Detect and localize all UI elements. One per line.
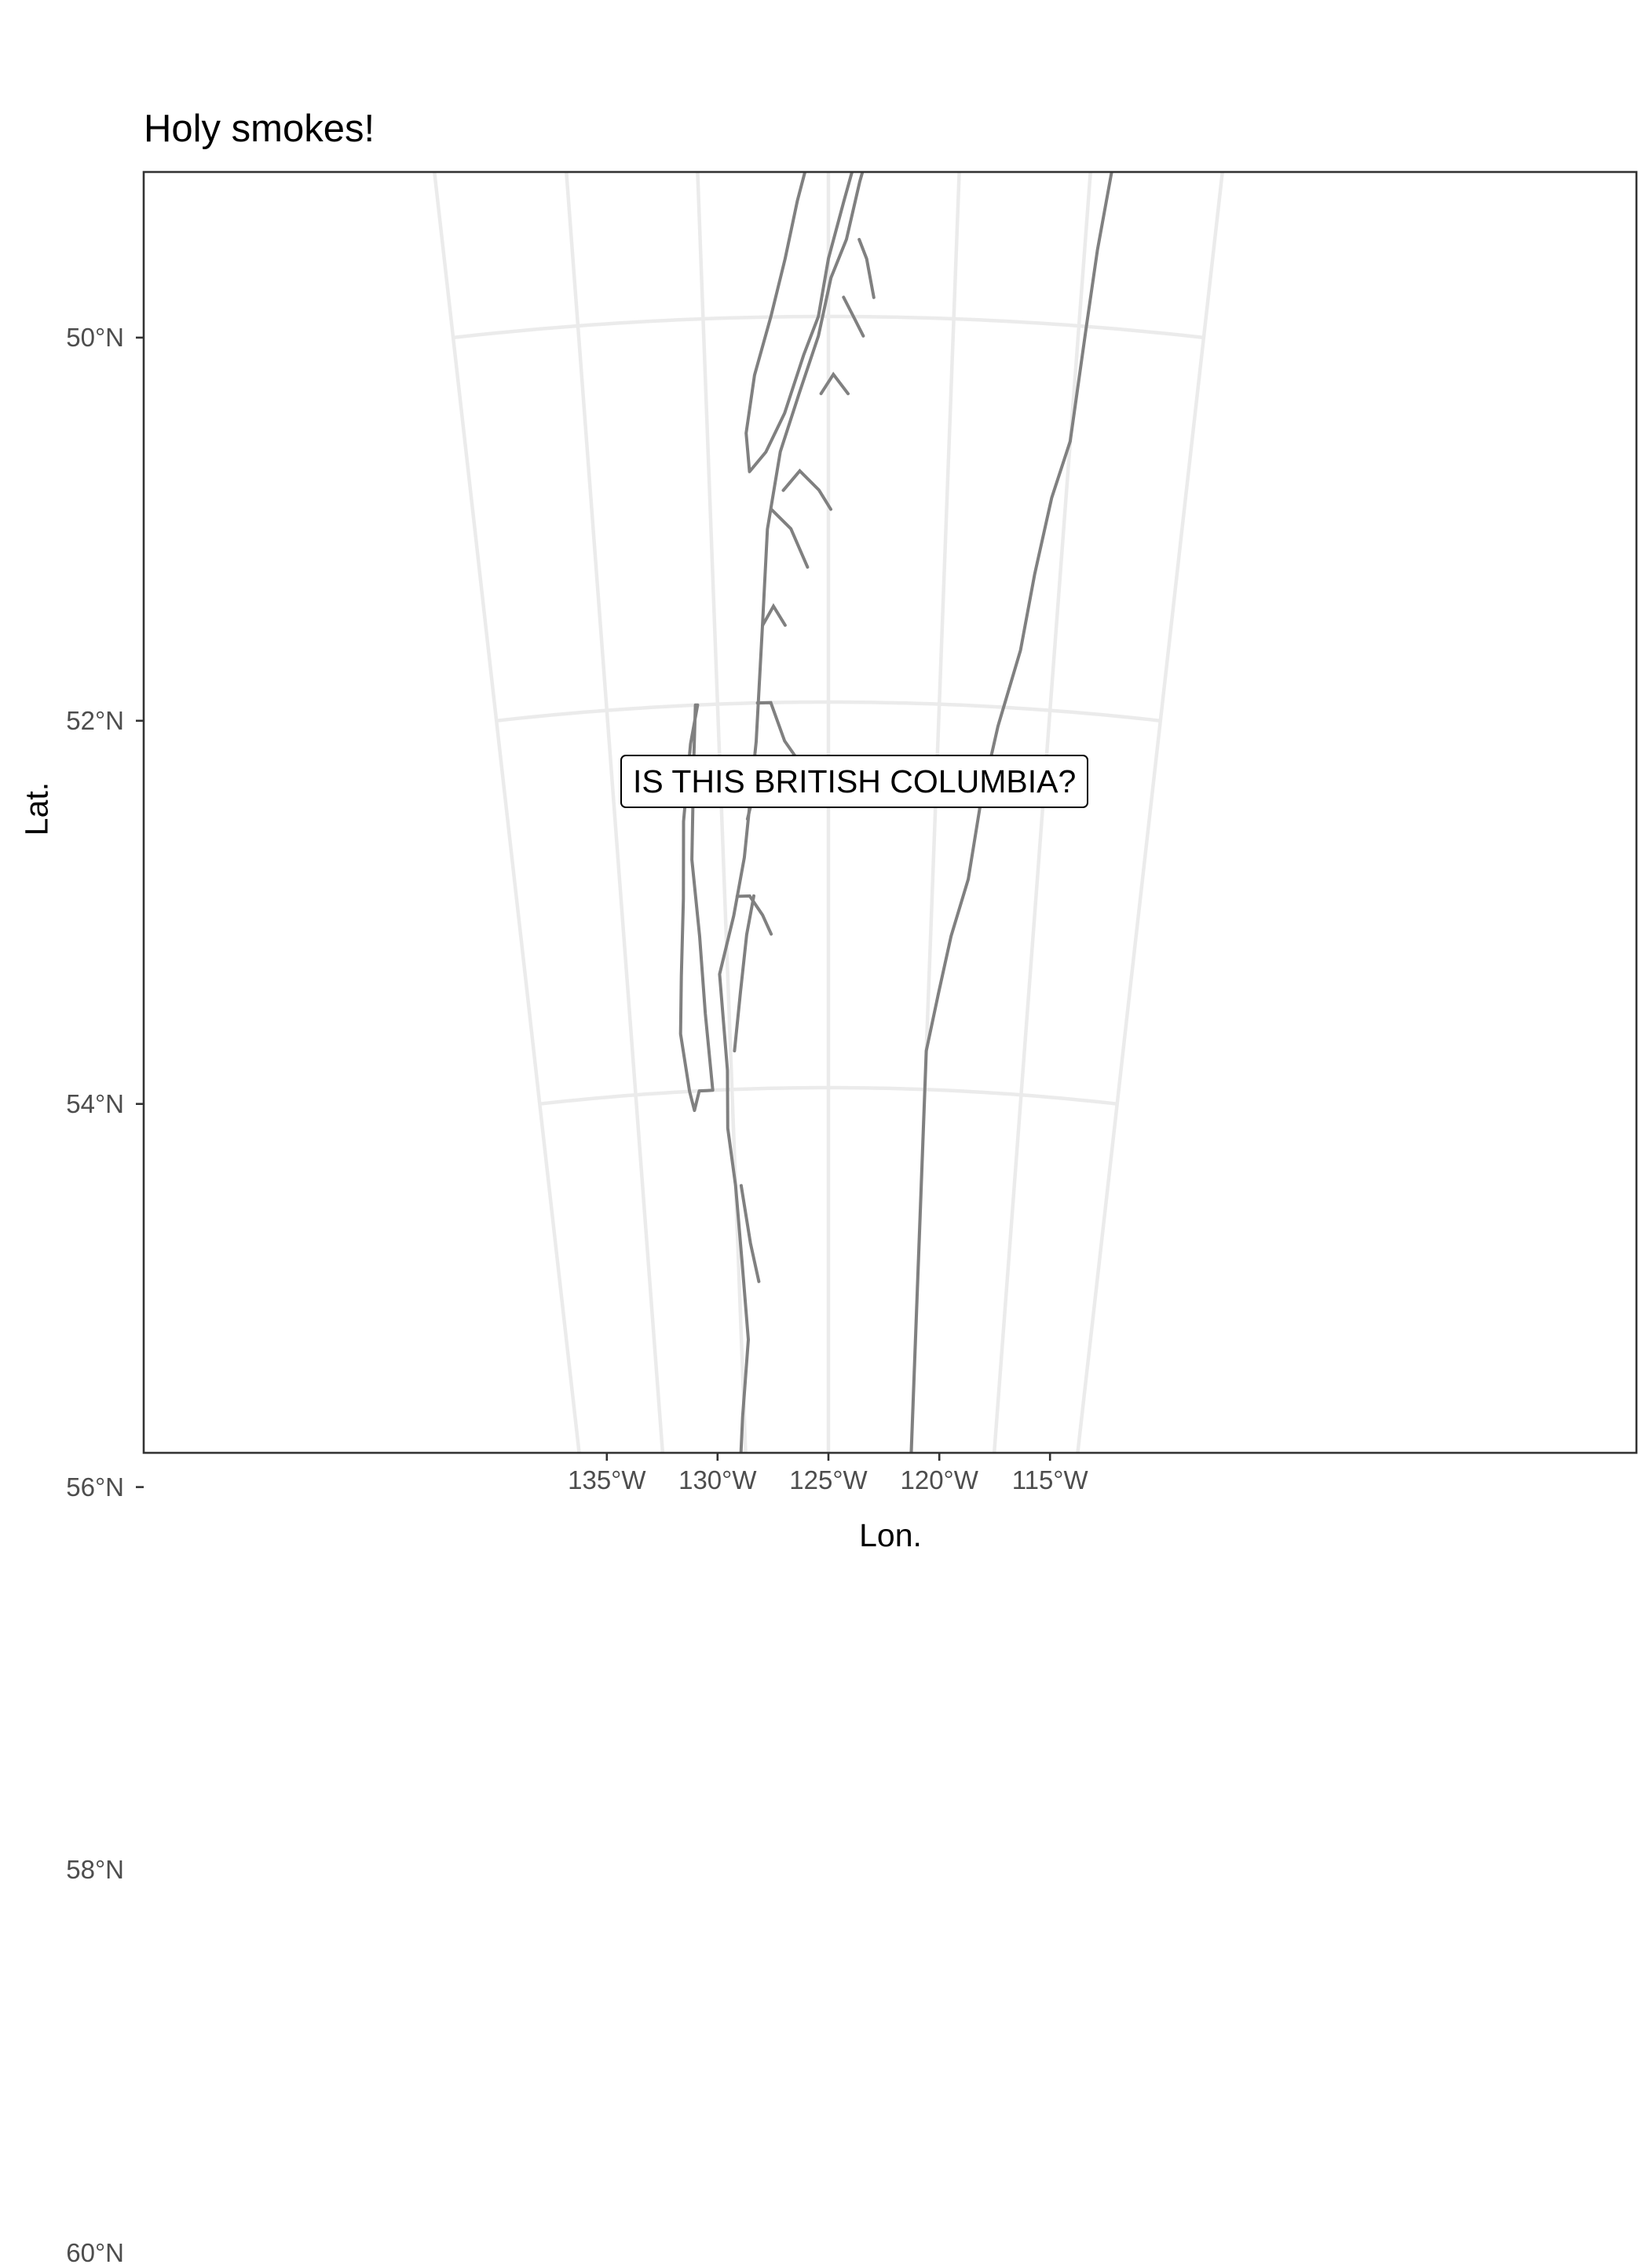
x-tick-label: 135°W	[568, 1465, 646, 1494]
x-tick-label: 115°W	[1011, 1465, 1088, 1494]
inlet-line	[739, 1183, 761, 1283]
graticule-meridian	[696, 172, 748, 1453]
y-tick-label: 52°N	[66, 705, 124, 735]
inlet-line	[770, 508, 810, 569]
island-outline	[678, 703, 715, 1112]
graticule-meridian	[992, 172, 1092, 1453]
island-outline	[744, 172, 854, 474]
map-canvas	[0, 0, 1649, 1649]
y-tick-label: 60°N	[66, 2238, 124, 2268]
inlet-line	[781, 468, 832, 511]
inlet-line	[761, 602, 787, 627]
mainland-outline	[718, 172, 1113, 1453]
x-tick-label: 130°W	[678, 1465, 757, 1494]
x-tick-label: 120°W	[900, 1465, 978, 1494]
graticule-meridian	[432, 172, 581, 1453]
annotation-label: IS THIS BRITISH COLUMBIA?	[620, 755, 1089, 808]
graticule-meridian	[1076, 172, 1225, 1453]
panel-border	[142, 170, 1638, 1454]
axis-ticks	[136, 336, 1051, 1488]
inlet-line	[735, 894, 773, 936]
inlet-line	[842, 295, 865, 338]
y-tick-label: 58°N	[66, 1855, 124, 1885]
y-tick-label: 56°N	[66, 1472, 124, 1502]
background	[0, 0, 1649, 1649]
graticule-meridian	[565, 172, 665, 1453]
inlet-line	[857, 238, 876, 299]
inlet-line	[755, 701, 800, 762]
inlet-line	[819, 371, 850, 396]
y-tick-label: 54°N	[66, 1088, 124, 1118]
plot-title: Holy smokes!	[144, 108, 375, 150]
y-axis-label: Lat.	[18, 781, 55, 836]
x-tick-label: 125°W	[789, 1465, 868, 1494]
x-axis-label: Lon.	[859, 1517, 922, 1553]
y-tick-label: 50°N	[66, 322, 124, 352]
inlet-line	[733, 894, 755, 1053]
